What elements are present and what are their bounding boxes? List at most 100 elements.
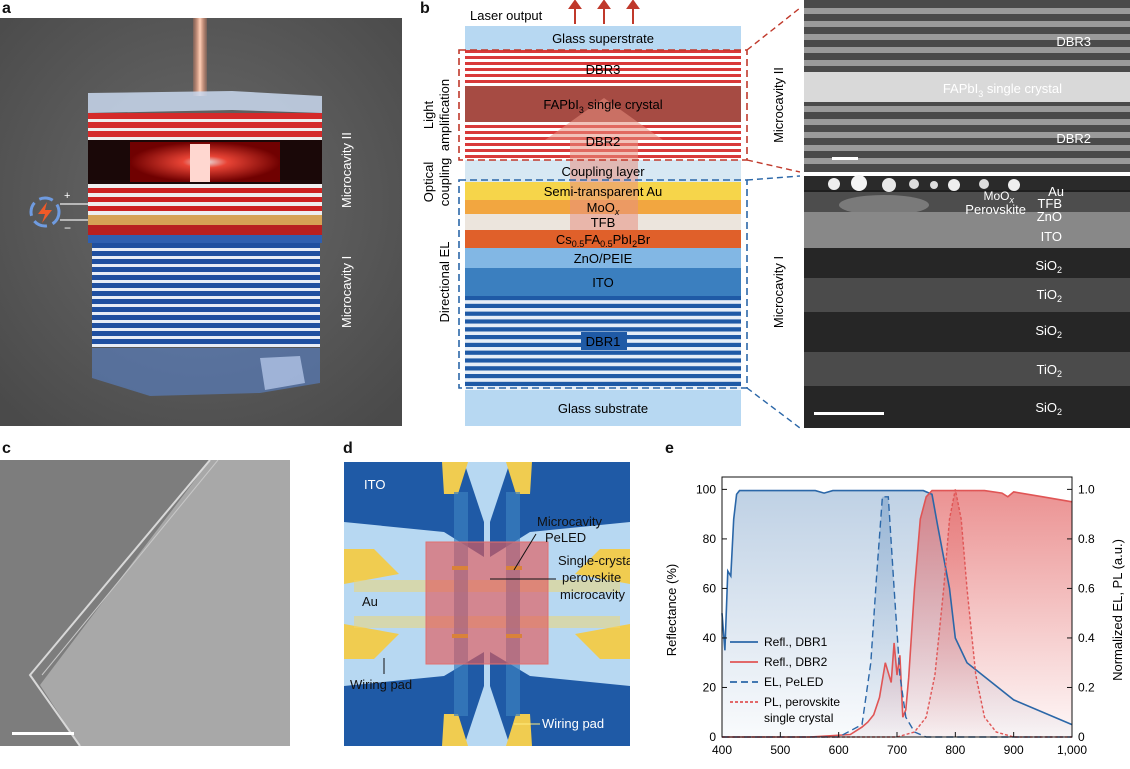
legend-label: Refl., DBR1 — [764, 635, 828, 649]
label-microcavity-peled-2: PeLED — [545, 530, 586, 545]
sem-dbr2-stripe — [804, 145, 1130, 151]
panel-letter-a: a — [2, 0, 11, 17]
label-single-crystal-1: Single-crystal — [558, 553, 630, 568]
layer-moox: MoOx — [587, 200, 620, 217]
dbr3-stack-3d — [88, 113, 322, 140]
label-microcavity-peled-1: Microcavity — [537, 514, 603, 529]
side-label-amplification: amplification — [437, 79, 452, 151]
series-line-1 — [722, 489, 1073, 738]
dbr1-stripe — [465, 366, 741, 371]
dbr1-stripe — [465, 319, 741, 324]
dbr1-3d-stripe — [92, 331, 320, 336]
dbr1-3d-stripe — [92, 291, 320, 296]
panel-c-sem — [0, 460, 290, 746]
legend-label-cont: single crystal — [764, 711, 833, 725]
dbr3-gap — [465, 65, 741, 68]
plus-label: + — [64, 190, 70, 202]
side-label-microcavity-2: Microcavity II — [771, 67, 786, 143]
sem-label-zno: ZnO — [1037, 209, 1062, 224]
side-label-coupling: coupling — [437, 158, 452, 206]
layer-dbr1: DBR1 — [586, 334, 621, 349]
dbr1-gap — [465, 378, 741, 382]
sem-dbr2-stripe — [804, 158, 1130, 164]
sem-label-dbr2: DBR2 — [1056, 131, 1091, 146]
dbr3-stripe — [465, 62, 741, 65]
sem-label-perovskite: Perovskite — [965, 202, 1026, 217]
dbr1-3d-stripe — [92, 307, 320, 312]
legend-label: EL, PeLED — [764, 675, 824, 689]
y2-tick-label: 0.8 — [1078, 532, 1095, 546]
sem-dbr3-stripe — [804, 47, 1130, 53]
dbr1-3d-gap — [92, 272, 320, 275]
series-fill — [722, 490, 1072, 737]
dbr1-3d-stripe — [92, 259, 320, 264]
sem-label-tio2-a: TiO2 — [1037, 287, 1062, 304]
x-tick-label: 500 — [770, 743, 790, 757]
dbr1-3d-stripe — [92, 299, 320, 304]
dbr1-3d-stripe — [92, 251, 320, 256]
dbr1-gap — [465, 370, 741, 374]
sem-label-tfb: TFB — [1037, 196, 1062, 211]
laser-output-label: Laser output — [470, 8, 543, 23]
series-line-2 — [722, 496, 1072, 738]
dbr1-3d-stripe — [92, 323, 320, 328]
side-label-light: Light — [421, 101, 436, 130]
y-tick-label: 0 — [709, 730, 716, 744]
sem-dbr3-stripe — [804, 34, 1130, 40]
dbr1-gap — [465, 362, 741, 367]
series-fill — [722, 490, 1072, 737]
dbr1-3d-stripe — [92, 339, 320, 344]
scale-bar — [832, 157, 858, 160]
label-single-crystal-3: microcavity — [560, 587, 626, 602]
sem-dbr2-stripe — [804, 132, 1130, 138]
y-tick-label: 20 — [703, 680, 717, 694]
series-line-0 — [721, 489, 1073, 726]
label-wiring-pad-right: Wiring pad — [542, 716, 604, 731]
dbr3-gap — [465, 83, 741, 86]
sem-dbr3-stripe — [804, 8, 1130, 14]
series-fill — [722, 496, 1072, 737]
dbr3-layer — [465, 50, 741, 86]
dbr1-3d-stripe — [92, 267, 320, 272]
dbr1-3d-gap — [92, 256, 320, 259]
series-line-3 — [722, 489, 1072, 738]
microcavity-1-label: Microcavity I — [339, 256, 354, 328]
dbr1-3d-gap — [92, 288, 320, 291]
panel-letter-e: e — [665, 440, 674, 457]
y-axis-label: Reflectance (%) — [664, 564, 679, 656]
dbr1-stripe — [465, 303, 741, 309]
sem-top-stripes — [804, 8, 1130, 164]
dbr1-3d-gap — [92, 320, 320, 323]
sem-label-sio2-b: SiO2 — [1035, 323, 1062, 340]
dbr1-3d-gap — [92, 280, 320, 283]
panel-b-sem: DBR3 FAPbI3 single crystal DBR2 Au MoOx … — [804, 0, 1130, 428]
sem-label-fapbi3: FAPbI3 single crystal — [943, 81, 1062, 99]
layer-zno-peie: ZnO/PEIE — [574, 251, 633, 266]
y2-tick-label: 1.0 — [1078, 482, 1095, 496]
dbr1-3d-gap — [92, 264, 320, 267]
x-tick-label: 800 — [945, 743, 965, 757]
sem-dbr2-stripe — [804, 106, 1130, 112]
dbr1-stack-3d — [92, 243, 320, 347]
sem-label-sio2-a: SiO2 — [1035, 258, 1062, 275]
x-tick-label: 600 — [829, 743, 849, 757]
laser-arrows — [568, 0, 640, 24]
label-wiring-pad-left: Wiring pad — [350, 677, 412, 692]
dbr1-3d-gap — [92, 296, 320, 299]
legend-label: Refl., DBR2 — [764, 655, 828, 669]
layer-coupling: Coupling layer — [561, 164, 645, 179]
layer-tfb: TFB — [591, 215, 616, 230]
label-single-crystal-2: perovskite — [562, 570, 621, 585]
y-tick-label: 100 — [696, 482, 716, 496]
layer-glass-substrate: Glass substrate — [558, 401, 648, 416]
dbr3-gap — [465, 71, 741, 74]
scale-bar — [12, 732, 74, 735]
dbr3-stripe — [465, 50, 741, 53]
dbr3-gap — [465, 59, 741, 62]
legend-label: PL, perovskite — [764, 695, 840, 709]
dbr3-gap — [465, 77, 741, 80]
dbr1-stripe — [465, 374, 741, 379]
side-label-optical: Optical — [421, 162, 436, 203]
dbr2-stack-3d — [88, 184, 322, 215]
sem-label-moox: MoOx — [983, 189, 1014, 205]
